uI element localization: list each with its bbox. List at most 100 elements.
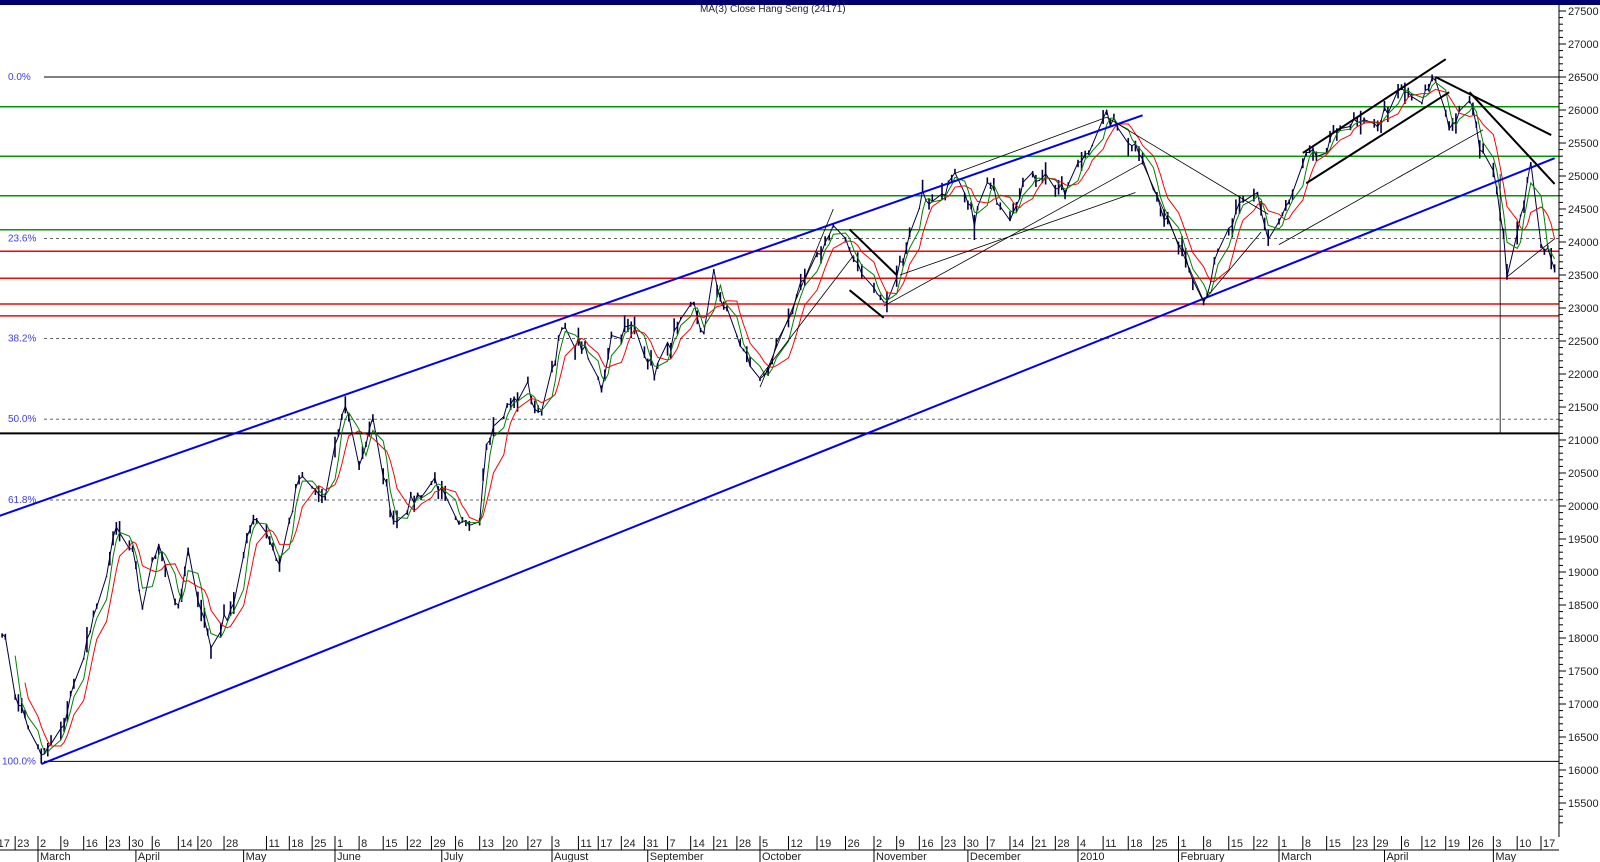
month-label: May bbox=[1495, 851, 1516, 862]
y-tick-label: 23000 bbox=[1568, 303, 1599, 315]
x-tick-label: 12 bbox=[1424, 838, 1436, 850]
trendline bbox=[1203, 231, 1262, 301]
y-tick-label: 26500 bbox=[1568, 72, 1599, 84]
x-tick-label: 1 bbox=[1281, 838, 1287, 850]
x-tick-label: 5 bbox=[762, 838, 768, 850]
month-label: May bbox=[246, 851, 267, 862]
x-tick-label: 12 bbox=[791, 838, 803, 850]
month-label: February bbox=[1181, 851, 1226, 862]
trendline bbox=[759, 208, 834, 388]
price-line bbox=[1, 77, 1556, 756]
trendline bbox=[1305, 91, 1450, 185]
month-label: 2010 bbox=[1080, 851, 1104, 862]
trendline bbox=[0, 114, 1143, 517]
y-tick-label: 17000 bbox=[1568, 699, 1599, 711]
x-tick-label: 1 bbox=[1181, 838, 1187, 850]
x-tick-label: 6 bbox=[154, 838, 160, 850]
fib-label: 23.6% bbox=[8, 234, 36, 245]
y-tick-label: 17500 bbox=[1568, 666, 1599, 678]
y-tick-label: 25000 bbox=[1568, 171, 1599, 183]
x-tick-label: 7 bbox=[670, 838, 676, 850]
x-tick-label: 23 bbox=[1356, 838, 1368, 850]
x-tick-label: 6 bbox=[458, 838, 464, 850]
x-tick-label: 8 bbox=[361, 838, 367, 850]
x-tick-label: 27 bbox=[530, 838, 542, 850]
y-tick-label: 16500 bbox=[1568, 732, 1599, 744]
trendline bbox=[40, 157, 1555, 765]
x-tick-label: 19 bbox=[819, 838, 831, 850]
y-tick-label: 19000 bbox=[1568, 567, 1599, 579]
fibonacci-levels: 0.0% 23.6% 38.2% 50.0% 61.8% 100.0% bbox=[2, 72, 1559, 767]
x-tick-label: 17 bbox=[1543, 838, 1555, 850]
x-tick-label: 15 bbox=[1231, 838, 1243, 850]
x-tick-label: 26 bbox=[1472, 838, 1484, 850]
y-tick-label: 25500 bbox=[1568, 138, 1599, 150]
trendline bbox=[759, 254, 854, 378]
fib-label: 50.0% bbox=[8, 414, 36, 425]
month-label: November bbox=[876, 851, 927, 862]
y-tick-label: 18000 bbox=[1568, 633, 1599, 645]
fib-label: 100.0% bbox=[2, 756, 36, 767]
trendline bbox=[848, 289, 885, 319]
x-axis: 17 23 2 9 16 23 30 6 14 20 28 11 18 25 1 8 15 22 29 6 13 20 27… bbox=[0, 836, 1559, 862]
y-tick-label: 15500 bbox=[1568, 798, 1599, 810]
x-tick-label: 29 bbox=[1376, 838, 1388, 850]
month-label: July bbox=[444, 851, 464, 862]
month-label: March bbox=[40, 851, 71, 862]
y-tick-label: 16000 bbox=[1568, 765, 1599, 777]
x-tick-label: 24 bbox=[623, 838, 635, 850]
x-tick-label: 11 bbox=[268, 838, 279, 850]
trendline bbox=[1468, 91, 1556, 185]
x-tick-label: 26 bbox=[848, 838, 860, 850]
month-label: October bbox=[762, 851, 801, 862]
trendline bbox=[1142, 162, 1204, 301]
month-label: September bbox=[650, 851, 704, 862]
trendlines bbox=[0, 58, 1556, 765]
x-tick-label: 28 bbox=[1057, 838, 1069, 850]
x-tick-label: 9 bbox=[63, 838, 69, 850]
x-tick-label: 8 bbox=[1305, 838, 1311, 850]
y-tick-label: 18500 bbox=[1568, 600, 1599, 612]
trendline bbox=[1106, 116, 1269, 215]
x-tick-label: 22 bbox=[1256, 838, 1268, 850]
x-tick-label: 29 bbox=[433, 838, 445, 850]
x-tick-label: 16 bbox=[921, 838, 933, 850]
month-label: April bbox=[1386, 851, 1408, 862]
y-tick-label: 19500 bbox=[1568, 534, 1599, 546]
x-tick-label: 15 bbox=[385, 838, 397, 850]
x-tick-label: 25 bbox=[1155, 838, 1167, 850]
trendline bbox=[1506, 238, 1555, 278]
window-top-band bbox=[0, 0, 1600, 5]
month-label: April bbox=[138, 851, 160, 862]
y-tick-label: 20500 bbox=[1568, 468, 1599, 480]
y-tick-label: 20000 bbox=[1568, 501, 1599, 513]
moving-average-line bbox=[14, 81, 1556, 753]
trendline bbox=[954, 116, 1107, 174]
x-tick-label: 20 bbox=[200, 838, 212, 850]
trendline bbox=[1302, 58, 1447, 154]
x-tick-label: 3 bbox=[1495, 838, 1501, 850]
y-tick-label: 24000 bbox=[1568, 237, 1599, 249]
x-tick-label: 23 bbox=[944, 838, 956, 850]
x-tick-label: 18 bbox=[1130, 838, 1142, 850]
month-label: December bbox=[970, 851, 1021, 862]
x-tick-label: 14 bbox=[693, 838, 705, 850]
x-tick-label: 16 bbox=[86, 838, 98, 850]
y-tick-label: 22000 bbox=[1568, 369, 1599, 381]
fib-label: 61.8% bbox=[8, 495, 36, 506]
y-tick-label: 23500 bbox=[1568, 270, 1599, 282]
moving-averages bbox=[14, 81, 1556, 753]
y-tick-label: 21500 bbox=[1568, 402, 1599, 414]
x-tick-label: 22 bbox=[409, 838, 421, 850]
x-tick-label: 19 bbox=[1448, 838, 1460, 850]
x-tick-label: 9 bbox=[899, 838, 905, 850]
moving-average-line bbox=[24, 88, 1556, 747]
x-tick-label: 23 bbox=[17, 838, 29, 850]
x-tick-label: 25 bbox=[314, 838, 326, 850]
x-tick-label: 14 bbox=[1012, 838, 1024, 850]
y-tick-label: 21000 bbox=[1568, 435, 1599, 447]
x-tick-label: 28 bbox=[739, 838, 751, 850]
x-tick-label: 30 bbox=[131, 838, 143, 850]
x-tick-label: 11 bbox=[580, 838, 591, 850]
